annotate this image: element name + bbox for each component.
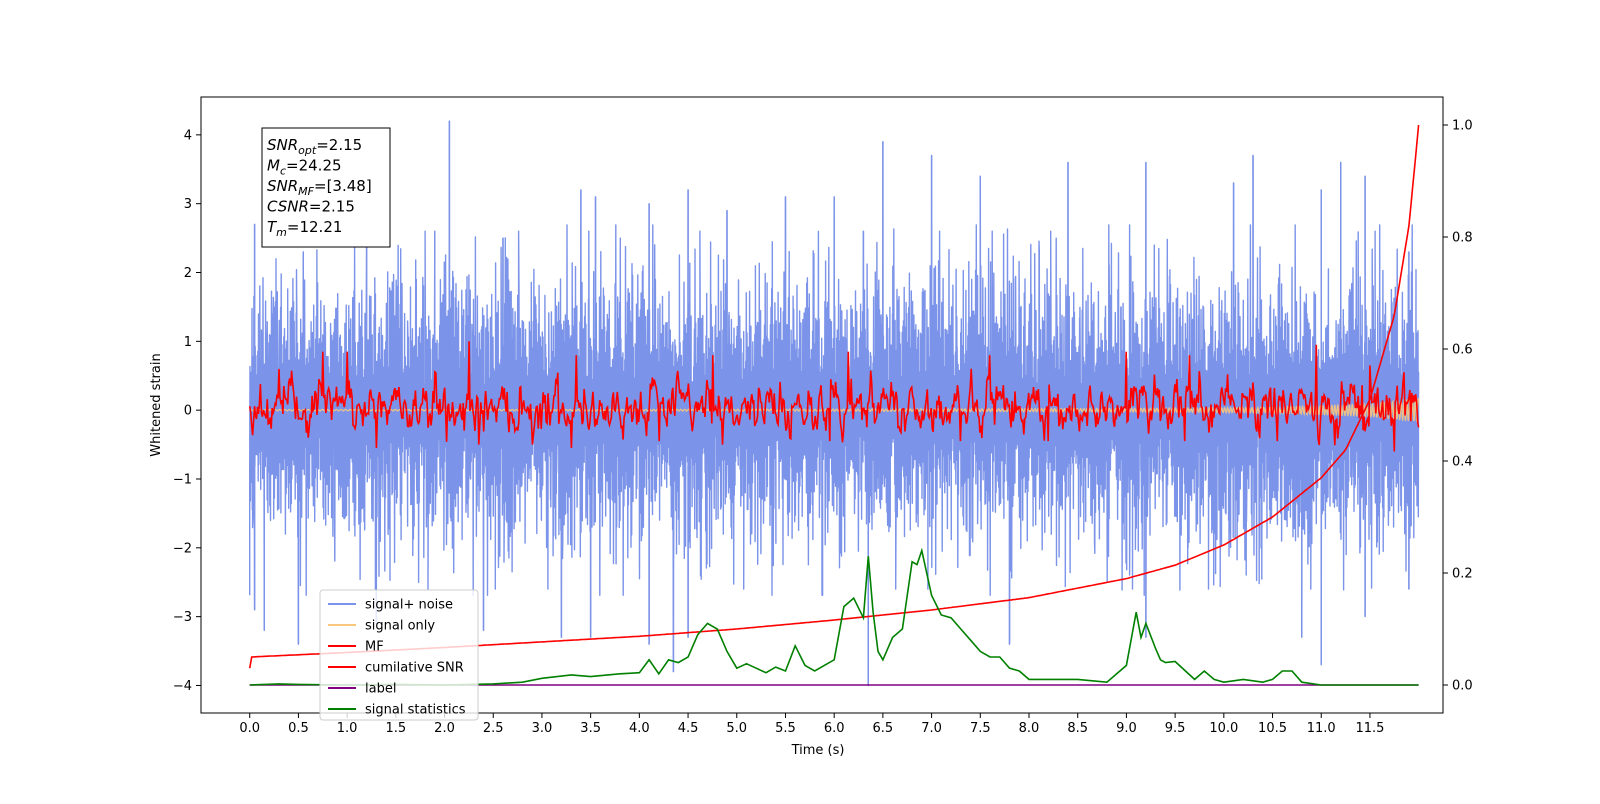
x-tick-label: 5.5 <box>775 721 796 736</box>
legend: signal+ noise signal only MF cumilative SNR… <box>319 589 479 721</box>
legend-entry-label: label <box>365 682 396 697</box>
series-signal-only <box>249 397 1420 423</box>
x-tick-label: 0.5 <box>288 721 309 736</box>
x-tick-label: 0.0 <box>239 721 260 736</box>
y-tick-label: −4 <box>173 679 192 694</box>
x-tick-label: 4.0 <box>629 721 650 736</box>
x-axis: 0.0 0.5 1.0 1.5 2.0 2.5 3.0 3.5 4.0 4.5 5.0 5.5 6.0 6… <box>239 713 1384 736</box>
x-tick-label: 9.5 <box>1165 721 1186 736</box>
x-tick-label: 10.0 <box>1209 721 1238 736</box>
x-tick-label: 10.5 <box>1258 721 1287 736</box>
x-tick-label: 6.0 <box>824 721 845 736</box>
series-mf <box>248 341 1420 452</box>
y-right-tick-label: 0.6 <box>1452 343 1473 358</box>
x-tick-label: 3.0 <box>532 721 553 736</box>
y-tick-label: 2 <box>184 266 192 281</box>
legend-frame <box>319 589 479 721</box>
y-axis-right: 0.0 0.2 0.4 0.6 0.8 1.0 <box>1443 119 1473 694</box>
info-box-line: SNRopt=2.15 <box>267 136 362 157</box>
legend-entry-label: MF <box>365 640 384 655</box>
legend-entry-label: signal+ noise <box>365 598 453 613</box>
y-right-tick-label: 1.0 <box>1452 119 1473 134</box>
y-tick-label: 4 <box>184 128 192 143</box>
info-box-line: CSNR=2.15 <box>267 198 355 216</box>
y-right-tick-label: 0.8 <box>1452 231 1473 246</box>
x-tick-label: 6.5 <box>873 721 894 736</box>
y-tick-label: −1 <box>173 472 192 487</box>
x-tick-label: 8.0 <box>1019 721 1040 736</box>
y-right-tick-label: 0.2 <box>1452 567 1473 582</box>
y-tick-label: −3 <box>173 610 192 625</box>
y-tick-label: −2 <box>173 541 192 556</box>
x-tick-label: 2.5 <box>483 721 504 736</box>
y-axis-left: −4 −3 −2 −1 0 1 2 3 4 <box>173 128 201 694</box>
x-tick-label: 4.5 <box>678 721 699 736</box>
info-box-line: Mc=24.25 <box>267 157 342 178</box>
y-right-tick-label: 0.0 <box>1452 679 1473 694</box>
legend-entry-label: signal only <box>365 619 435 634</box>
y-right-tick-label: 0.4 <box>1452 455 1473 470</box>
x-tick-label: 1.0 <box>337 721 358 736</box>
y-tick-label: 1 <box>184 335 192 350</box>
y-tick-label: 3 <box>184 197 192 212</box>
x-tick-label: 7.0 <box>921 721 942 736</box>
info-box-line: Tm=12.21 <box>267 218 342 239</box>
x-tick-label: 1.5 <box>385 721 406 736</box>
x-tick-label: 11.5 <box>1355 721 1384 736</box>
x-tick-label: 9.0 <box>1116 721 1137 736</box>
legend-entry-label: signal statistics <box>365 703 466 718</box>
info-box: SNRopt=2.15Mc=24.25SNRMF=[3.48]CSNR=2.15… <box>261 127 391 248</box>
y-axis-label: Whitened strain <box>149 353 164 456</box>
x-tick-label: 2.0 <box>434 721 455 736</box>
x-tick-label: 7.5 <box>970 721 991 736</box>
x-tick-label: 3.5 <box>580 721 601 736</box>
legend-entry-label: cumilative SNR <box>365 661 464 676</box>
x-tick-label: 5.0 <box>726 721 747 736</box>
x-axis-label: Time (s) <box>791 743 845 758</box>
x-tick-label: 11.0 <box>1307 721 1336 736</box>
plot-frame <box>200 96 1444 714</box>
info-box-line: SNRMF=[3.48] <box>267 177 372 198</box>
series-layer <box>248 120 1420 687</box>
y-tick-label: 0 <box>184 404 192 419</box>
info-box-frame <box>261 127 391 248</box>
series-signal-statistics <box>249 547 1419 686</box>
x-tick-label: 8.5 <box>1067 721 1088 736</box>
